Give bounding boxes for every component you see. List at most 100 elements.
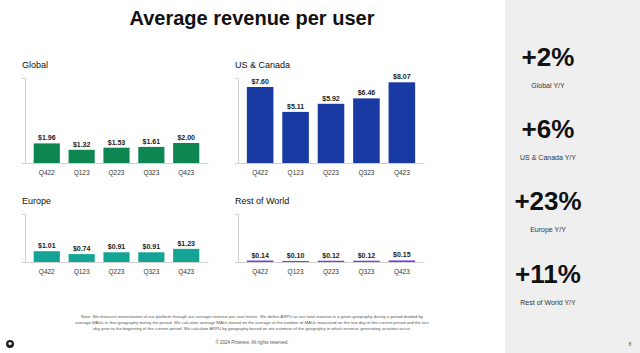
y-axis [235, 215, 239, 263]
data-label: $1.32 [73, 141, 91, 149]
data-label: $1.23 [177, 240, 195, 248]
data-label: $0.14 [251, 252, 269, 260]
x-tick: Q422 [39, 268, 55, 276]
x-tick: Q223 [323, 169, 339, 177]
highlight-value: +23% [514, 186, 581, 216]
x-tick: Q423 [394, 268, 410, 276]
x-tick: Q423 [178, 169, 194, 177]
x-axis: Q422 Q123 Q223 Q323 Q423 [239, 263, 425, 276]
copyright: © 2024 Pinterest. All rights reserved. [215, 339, 288, 345]
x-tick: Q423 [178, 268, 194, 276]
bar [103, 148, 129, 163]
x-tick-label: Q422 [39, 169, 55, 177]
note-line: average MAUs in that geography during th… [75, 320, 429, 325]
data-label: $0.91 [143, 243, 161, 251]
logo [6, 340, 14, 348]
chart-title: Rest of World [235, 196, 289, 206]
x-tick-label: Q323 [143, 169, 159, 177]
bar [34, 143, 60, 163]
x-tick-label: Q323 [358, 169, 374, 177]
data-label: $5.11 [287, 103, 304, 111]
x-tick: Q123 [288, 268, 304, 276]
data-label: $0.12 [322, 252, 340, 260]
data-label: $1.01 [38, 242, 56, 250]
chart-panel: Rest of World Q422 Q123 Q223 Q323 Q423 $0.14 $0… [235, 196, 425, 276]
data-label: $6.46 [358, 89, 376, 97]
page-number: 8 [629, 341, 632, 347]
bars [247, 82, 415, 163]
bar [318, 261, 345, 262]
data-label: $1.96 [38, 134, 56, 142]
x-tick: Q223 [109, 268, 125, 276]
x-tick: Q323 [358, 268, 374, 276]
x-tick: Q123 [288, 169, 304, 177]
highlight-caption: Global Y/Y [531, 82, 565, 89]
bar [138, 147, 164, 163]
y-axis-line [22, 215, 26, 263]
x-tick: Q123 [74, 169, 90, 177]
chart-panel: GlobalQ422Q123Q223Q323Q423$1.96$1.32$1.5… [22, 60, 209, 177]
bar [69, 150, 95, 163]
x-tick-label: Q123 [74, 268, 90, 276]
bar [247, 87, 274, 163]
note-line: day prior to the beginning of the curren… [93, 326, 411, 331]
x-tick-label: Q423 [394, 268, 410, 276]
bar [103, 252, 129, 262]
bar [282, 112, 309, 163]
chart-title: Europe [22, 196, 51, 206]
highlight-caption: Europe Y/Y [530, 226, 566, 234]
x-tick-label: Q223 [323, 169, 339, 177]
data-label: $2.00 [177, 134, 195, 142]
x-tick: Q323 [143, 268, 159, 276]
bar [282, 261, 309, 262]
chart-title: US & Canada [235, 60, 290, 70]
x-axis-line [239, 163, 425, 164]
x-tick-label: Q223 [323, 268, 339, 276]
bar [69, 254, 95, 262]
y-axis [22, 215, 26, 263]
x-tick-label: Q423 [178, 169, 194, 177]
y-axis-line [235, 215, 239, 263]
x-tick-label: Q323 [358, 268, 374, 276]
data-label: $8.07 [393, 73, 411, 81]
highlight-value: +2% [522, 42, 575, 72]
x-tick-label: Q123 [288, 169, 304, 177]
x-axis: Q422 Q123 Q223 Q323 Q423 [26, 263, 209, 276]
x-axis-line [26, 262, 209, 263]
x-tick: Q323 [358, 169, 374, 177]
data-labels: $1.01 $0.74 $0.91 $0.91 $1.23 [38, 240, 195, 253]
x-tick: Q422 [252, 268, 268, 276]
logo-detail [8, 342, 11, 345]
highlight-value: +6% [522, 114, 575, 144]
page-title: Average revenue per user [130, 7, 375, 29]
bar [353, 261, 380, 262]
note-line: Note: We measure monetization of our pla… [81, 314, 424, 319]
bar [173, 143, 199, 163]
bar [173, 249, 199, 262]
x-tick-label: Q223 [109, 268, 125, 276]
bar [353, 98, 380, 163]
y-axis [235, 79, 239, 164]
x-axis: Q422 Q123 Q223 Q323 Q423 [26, 164, 209, 177]
x-tick: Q223 [109, 169, 125, 177]
data-label: $1.61 [143, 138, 161, 146]
y-axis-line [235, 79, 239, 164]
x-tick: Q422 [39, 169, 55, 177]
chart-title: Global [22, 60, 48, 70]
bars [34, 143, 200, 163]
data-label: $0.91 [108, 243, 126, 251]
bar [247, 261, 274, 262]
x-tick-label: Q423 [178, 268, 194, 276]
highlight-caption: US & Canada Y/Y [520, 154, 576, 161]
bar [389, 260, 416, 262]
data-label: $5.92 [322, 95, 340, 103]
data-label: $0.74 [73, 245, 91, 253]
highlight-value: +11% [515, 259, 581, 289]
data-label: $0.15 [393, 251, 411, 259]
x-tick: Q223 [323, 268, 339, 276]
bar [138, 252, 164, 262]
data-labels: $7.60$5.11$5.92$6.46$8.07 [251, 73, 410, 111]
x-tick: Q422 [252, 169, 268, 177]
x-tick-label: Q123 [288, 268, 304, 276]
x-tick: Q423 [394, 169, 410, 177]
